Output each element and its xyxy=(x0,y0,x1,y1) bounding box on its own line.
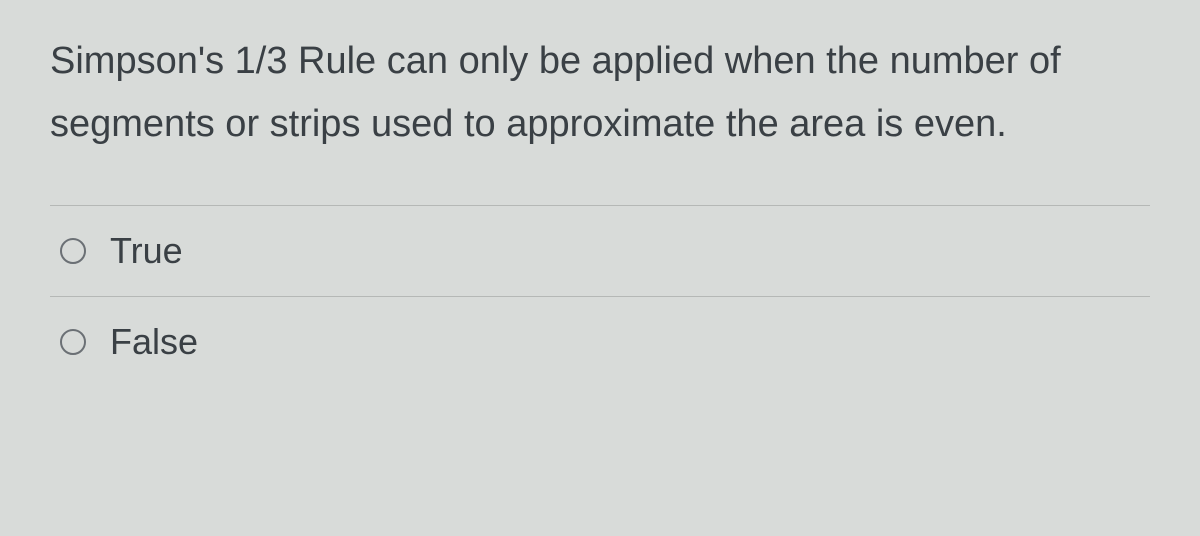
question-text: Simpson's 1/3 Rule can only be applied w… xyxy=(50,30,1150,155)
option-label-true[interactable]: True xyxy=(110,230,183,272)
radio-button-true[interactable] xyxy=(60,238,86,264)
radio-button-false[interactable] xyxy=(60,329,86,355)
option-row-false[interactable]: False xyxy=(50,297,1150,387)
option-row-true[interactable]: True xyxy=(50,206,1150,297)
options-container: True False xyxy=(50,205,1150,387)
question-container: Simpson's 1/3 Rule can only be applied w… xyxy=(50,30,1150,387)
option-label-false[interactable]: False xyxy=(110,321,198,363)
